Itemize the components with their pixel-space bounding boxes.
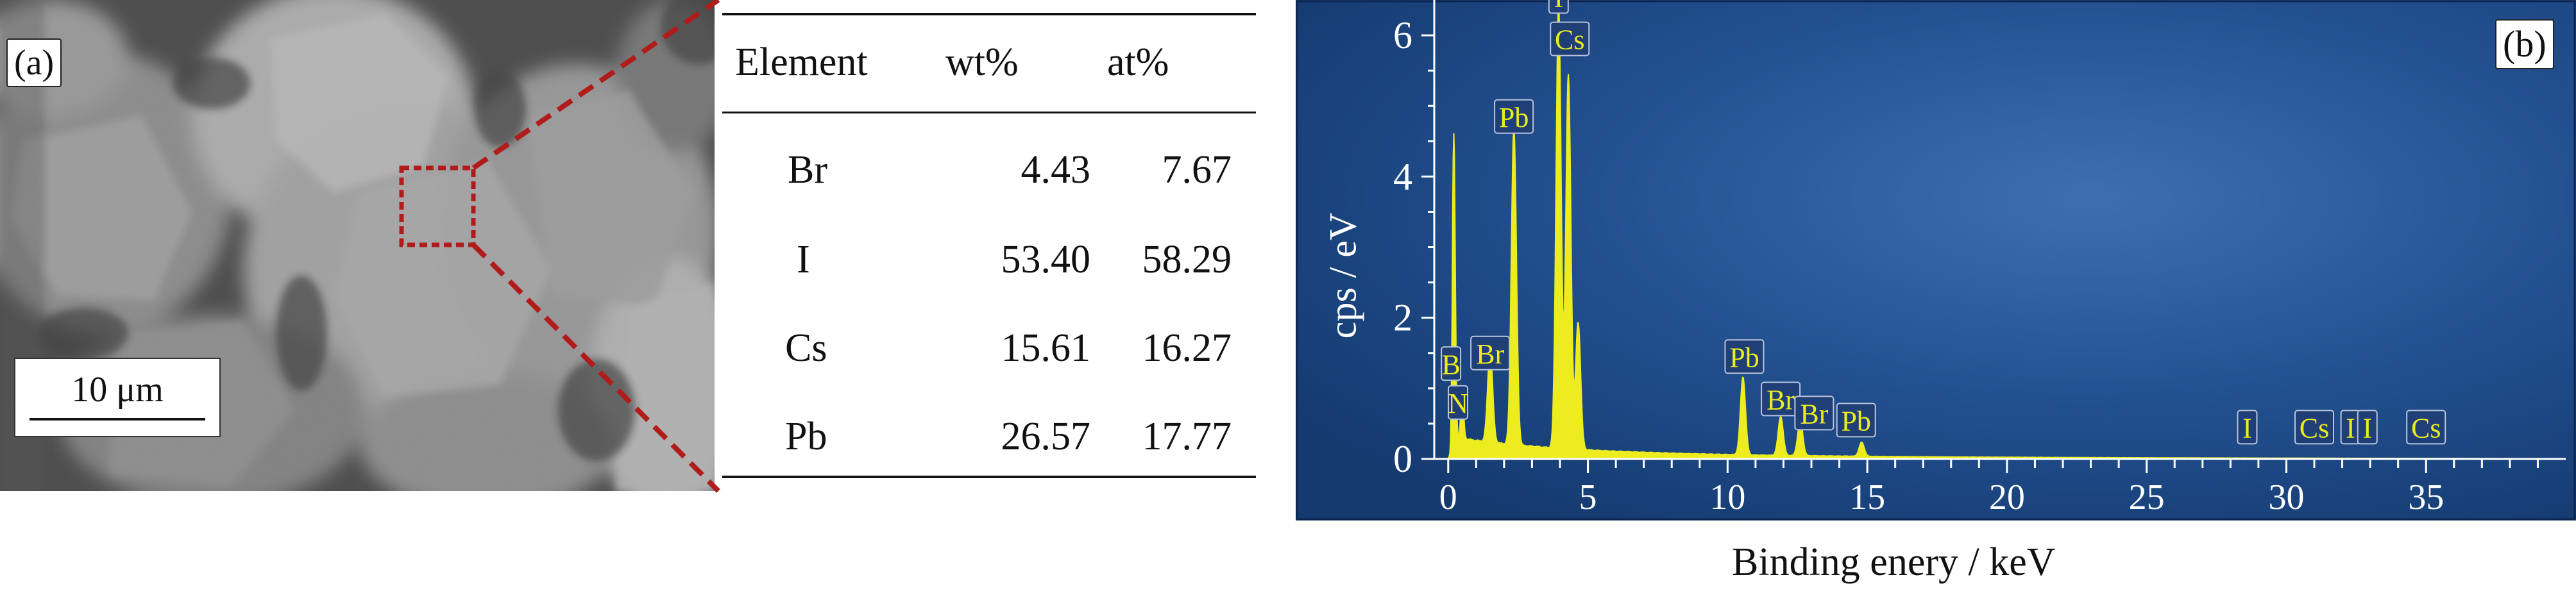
y-axis-title-wrap: cps / eV	[1318, 212, 1369, 340]
row-element: Br	[788, 148, 827, 192]
peak-label: N	[1448, 385, 1469, 420]
scale-bar	[30, 418, 205, 420]
row-element: Pb	[785, 415, 827, 458]
peak-label-text: I	[2362, 412, 2372, 444]
peak-label: Cs	[2294, 410, 2334, 445]
table-top-rule	[722, 13, 1256, 15]
panel-a-label: (a)	[6, 38, 62, 87]
row-wt: 15.61	[1001, 326, 1091, 370]
peak-label-text: B	[1441, 349, 1460, 380]
peak-label-text: Pb	[1841, 405, 1870, 437]
x-tick-label: 10	[1709, 478, 1745, 517]
y-tick-label: 6	[1393, 14, 1412, 56]
row-wt: 4.43	[1021, 148, 1091, 192]
peak-label-text: Br	[1767, 384, 1795, 415]
row-at: 17.77	[1142, 415, 1232, 458]
sem-image-panel: (a) 10 μm	[0, 0, 744, 513]
row-element: I	[797, 238, 810, 281]
x-axis-title: Binding enery / keV	[1732, 540, 2056, 584]
row-wt: 26.57	[1001, 415, 1091, 458]
peak-label-text: Pb	[1729, 342, 1759, 373]
peak-label: Br	[1761, 381, 1801, 417]
peak-label-text: N	[1448, 388, 1468, 419]
x-tick-label: 0	[1439, 478, 1457, 517]
x-tick-label: 5	[1579, 478, 1597, 517]
peak-label: Cs	[1550, 21, 1590, 56]
peak-label: Br	[1470, 335, 1511, 370]
peak-label: Pb	[1836, 403, 1876, 438]
header-at: at%	[1107, 40, 1169, 84]
row-element: Cs	[785, 326, 827, 370]
sem-micrograph	[0, 0, 744, 513]
y-tick-label: 0	[1393, 438, 1412, 480]
y-axis-title: cps / eV	[1321, 212, 1364, 339]
peak-label: B	[1441, 346, 1462, 381]
row-at: 58.29	[1142, 238, 1232, 281]
x-tick-label: 30	[2268, 478, 2304, 517]
panel-b-label: (b)	[2495, 19, 2554, 69]
scale-bar-label: 10 μm	[71, 370, 164, 410]
table-bottom-rule	[722, 476, 1256, 478]
peak-label: Cs	[2406, 410, 2446, 445]
peak-label-text: Cs	[1555, 24, 1584, 56]
header-element: Element	[735, 40, 868, 84]
x-tick-label: 25	[2129, 478, 2165, 517]
x-tick-label: 35	[2408, 478, 2444, 517]
peak-label: Pb	[1494, 99, 1534, 134]
peak-label-text: Br	[1800, 398, 1828, 429]
row-wt: 53.40	[1001, 238, 1091, 281]
peak-label-text: Cs	[2300, 412, 2329, 444]
peak-label-text: I	[1554, 0, 1563, 13]
peak-label: I	[2357, 410, 2378, 445]
table-header-rule	[722, 112, 1256, 113]
peak-label: Pb	[1724, 339, 1765, 374]
scale-bar-box: 10 μm	[14, 358, 221, 437]
row-at: 16.27	[1142, 326, 1232, 370]
peak-label-text: I	[2346, 412, 2355, 444]
row-at: 7.67	[1162, 148, 1232, 192]
x-tick-label: 15	[1849, 478, 1885, 517]
y-tick-label: 4	[1393, 155, 1412, 197]
peak-label: Br	[1794, 395, 1835, 431]
peak-label-text: I	[2242, 412, 2252, 444]
peak-label-text: Br	[1476, 338, 1504, 370]
x-tick-label: 20	[1989, 478, 2025, 517]
header-wt: wt%	[945, 40, 1019, 84]
peak-label-text: Pb	[1499, 102, 1529, 133]
peak-label: I	[2237, 410, 2258, 445]
composition-table: Element wt% at% Br 4.43 7.67 I 53.40 58.…	[718, 0, 1257, 491]
peak-label-text: Cs	[2411, 412, 2441, 444]
selection-square	[399, 165, 476, 247]
peak-label: I	[1548, 0, 1569, 14]
zoom-lines	[471, 0, 720, 493]
y-tick-label: 2	[1393, 297, 1412, 339]
